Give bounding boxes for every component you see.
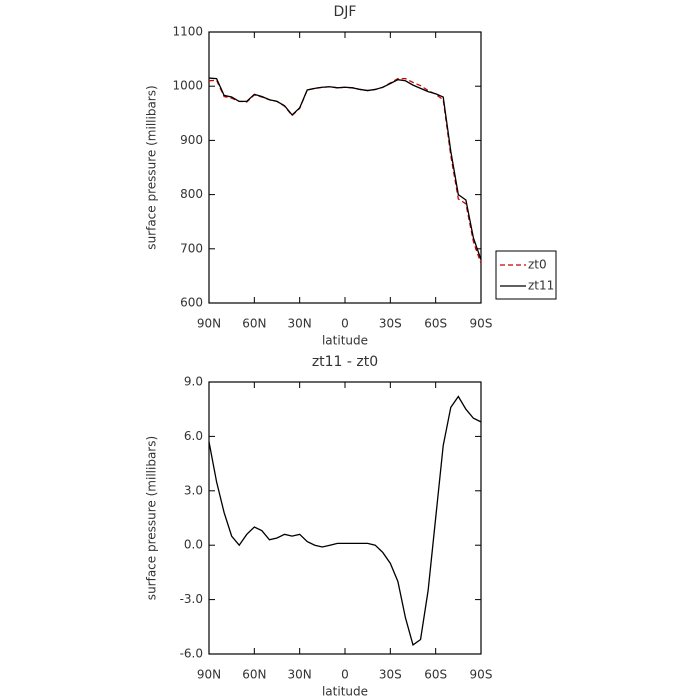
y-tick-label: 0.0	[184, 538, 203, 552]
x-axis-label: latitude	[322, 334, 368, 348]
plot-frame	[208, 31, 482, 304]
x-tick-label: 90S	[470, 668, 493, 682]
data-line	[208, 395, 482, 647]
y-tick-label: 600	[180, 296, 203, 310]
x-tick-label: 60N	[242, 668, 266, 682]
chart-title: zt11 - zt0	[312, 354, 378, 370]
plot-frame	[208, 381, 482, 655]
data-line	[208, 77, 482, 264]
y-tick-label: 900	[180, 133, 203, 147]
legend-label: zt0	[528, 258, 547, 272]
x-tick-label: 90N	[197, 317, 221, 331]
chart-title: DJF	[334, 4, 357, 20]
x-tick-label: 90S	[470, 317, 493, 331]
x-tick-label: 60N	[242, 317, 266, 331]
x-tick-label: 60S	[424, 668, 447, 682]
x-tick-label: 30N	[288, 317, 312, 331]
x-tick-label: 30N	[288, 668, 312, 682]
x-tick-label: 30S	[379, 317, 402, 331]
legend-label: zt11	[528, 279, 554, 293]
y-tick-label: -6.0	[180, 647, 203, 661]
y-axis-label: surface pressure (millibars)	[145, 436, 159, 600]
x-tick-label: 0	[341, 317, 349, 331]
y-tick-label: 800	[180, 187, 203, 201]
y-tick-label: 1000	[172, 79, 203, 93]
y-tick-label: -3.0	[180, 592, 203, 606]
y-tick-label: 9.0	[184, 375, 203, 389]
y-tick-label: 3.0	[184, 483, 203, 497]
x-tick-label: 30S	[379, 668, 402, 682]
y-tick-label: 1100	[172, 25, 203, 39]
y-tick-label: 700	[180, 241, 203, 255]
data-line	[208, 77, 482, 260]
x-axis-label: latitude	[322, 685, 368, 699]
x-tick-label: 90N	[197, 668, 221, 682]
legend-box	[495, 250, 557, 300]
x-tick-label: 60S	[424, 317, 447, 331]
y-tick-label: 6.0	[184, 429, 203, 443]
y-axis-label: surface pressure (millibars)	[145, 85, 159, 249]
x-tick-label: 0	[341, 668, 349, 682]
